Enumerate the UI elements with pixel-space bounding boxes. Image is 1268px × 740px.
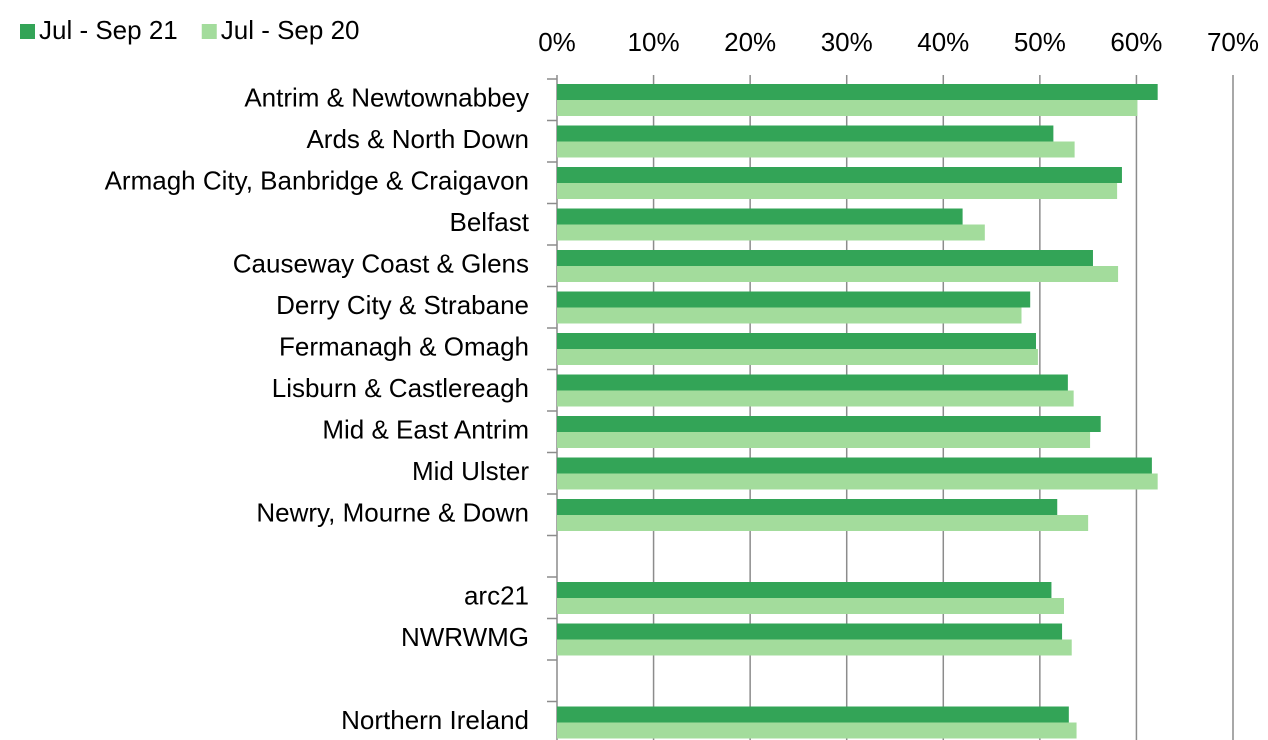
y-tick-label: Northern Ireland xyxy=(341,705,529,735)
y-tick-label: Ards & North Down xyxy=(306,124,529,154)
x-tick-label: 60% xyxy=(1110,27,1162,57)
y-tick-label: Mid Ulster xyxy=(412,456,529,486)
bar xyxy=(557,374,1068,391)
x-tick-label: 20% xyxy=(724,27,776,57)
x-tick-label: 10% xyxy=(628,27,680,57)
bar xyxy=(557,582,1052,598)
x-tick-label: 0% xyxy=(538,27,576,57)
bar xyxy=(557,706,1069,723)
bar xyxy=(557,432,1091,448)
bar xyxy=(557,183,1118,199)
y-tick-label: Causeway Coast & Glens xyxy=(233,249,529,279)
bar xyxy=(557,515,1089,531)
legend-swatch xyxy=(20,24,35,39)
bar xyxy=(557,499,1058,515)
bar xyxy=(557,266,1119,282)
legend-swatch xyxy=(201,24,217,39)
x-tick-label: 50% xyxy=(1014,27,1066,57)
bar xyxy=(557,125,1054,142)
bar xyxy=(557,457,1152,474)
y-tick-label: Derry City & Strabane xyxy=(276,290,529,320)
y-tick-label: Armagh City, Banbridge & Craigavon xyxy=(105,166,529,196)
bar xyxy=(557,307,1022,324)
y-tick-label: NWRWMG xyxy=(401,622,529,652)
bar xyxy=(557,141,1075,158)
bar xyxy=(557,598,1064,614)
bar xyxy=(557,623,1063,640)
bar xyxy=(557,224,985,241)
x-tick-label: 70% xyxy=(1207,27,1259,57)
y-tick-label: Lisburn & Castlereagh xyxy=(272,373,529,403)
bar xyxy=(557,208,963,225)
bar xyxy=(557,100,1138,116)
x-tick-label: 40% xyxy=(917,27,969,57)
y-tick-label: Mid & East Antrim xyxy=(322,415,529,445)
legend-label: Jul - Sep 20 xyxy=(221,15,360,45)
bar xyxy=(557,84,1158,100)
y-tick-label: Antrim & Newtownabbey xyxy=(244,83,529,113)
bar xyxy=(557,291,1031,308)
bar xyxy=(557,639,1072,656)
bar xyxy=(557,349,1038,365)
bar xyxy=(557,390,1074,407)
x-tick-label: 30% xyxy=(821,27,873,57)
bar xyxy=(557,722,1077,739)
y-tick-label: Fermanagh & Omagh xyxy=(279,332,529,362)
bar xyxy=(557,250,1093,266)
legend-label: Jul - Sep 21 xyxy=(39,15,178,45)
bar xyxy=(557,167,1122,183)
y-tick-label: Belfast xyxy=(450,207,530,237)
y-tick-label: Newry, Mourne & Down xyxy=(256,498,529,528)
bar xyxy=(557,416,1101,432)
y-tick-label: arc21 xyxy=(464,581,529,611)
bar xyxy=(557,333,1036,349)
bar xyxy=(557,473,1158,490)
